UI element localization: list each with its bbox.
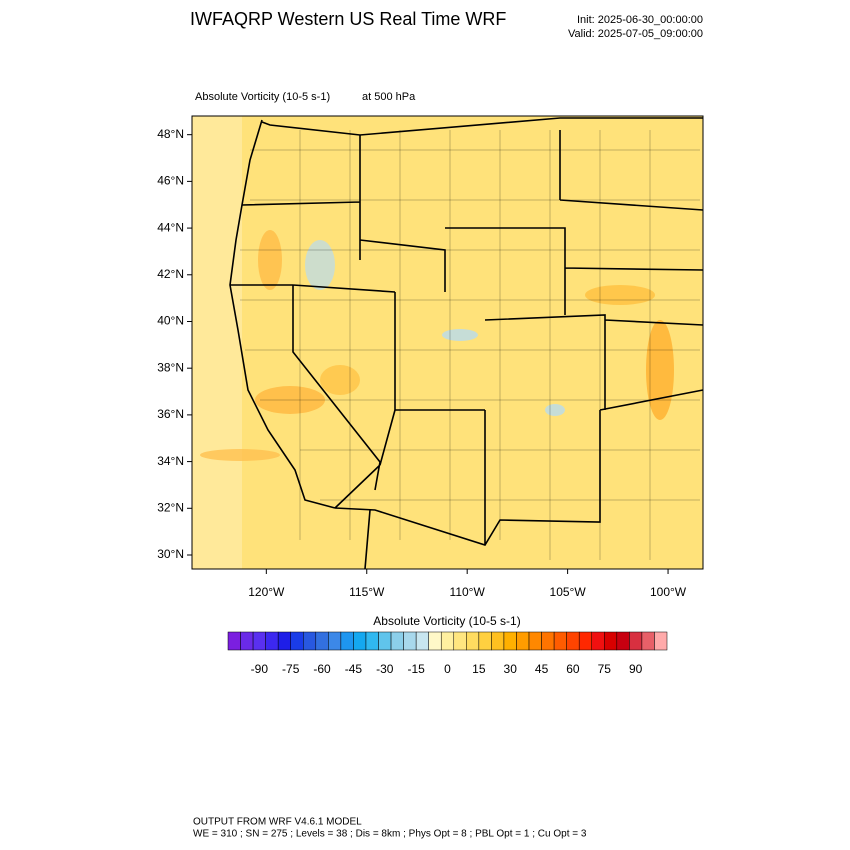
colorbar-label: -15 <box>407 662 425 676</box>
valid-time: Valid: 2025-07-05_09:00:00 <box>568 28 703 40</box>
colorbar-swatch <box>240 631 254 651</box>
colorbar-swatch <box>491 631 505 651</box>
colorbar-swatch <box>328 631 342 651</box>
colorbar-label: 30 <box>504 662 518 676</box>
lat-label: 42°N <box>157 267 184 281</box>
colorbar-swatch <box>566 631 580 651</box>
colorbar-swatch <box>629 631 643 651</box>
colorbar-swatch <box>578 631 592 651</box>
colorbar-swatch <box>604 631 618 651</box>
lat-label: 48°N <box>157 127 184 141</box>
footer-settings: WE = 310 ; SN = 275 ; Levels = 38 ; Dis … <box>193 829 587 840</box>
colorbar-swatch <box>252 631 266 651</box>
colorbar-swatch <box>553 631 567 651</box>
lon-label: 105°W <box>550 585 587 599</box>
colorbar-label: 15 <box>472 662 486 676</box>
colorbar-swatch <box>428 631 442 651</box>
field-feature <box>646 320 674 420</box>
county-lines <box>240 130 700 560</box>
lat-label: 30°N <box>157 547 184 561</box>
colorbar-label: 45 <box>535 662 549 676</box>
lat-label: 44°N <box>157 220 184 234</box>
field-name: Absolute Vorticity (10-5 s-1) <box>195 91 330 103</box>
colorbar-label: -60 <box>313 662 331 676</box>
field-feature <box>320 365 360 395</box>
colorbar-label: 0 <box>444 662 451 676</box>
colorbar-swatch <box>616 631 630 651</box>
ocean-field <box>192 116 242 569</box>
colorbar-swatch <box>340 631 354 651</box>
colorbar-swatch <box>641 631 655 651</box>
colorbar-swatch <box>591 631 605 651</box>
colorbar-swatch <box>503 631 517 651</box>
lat-label: 34°N <box>157 454 184 468</box>
map <box>191 115 704 570</box>
footer-model: OUTPUT FROM WRF V4.6.1 MODEL <box>193 817 362 828</box>
colorbar-label: 60 <box>566 662 580 676</box>
colorbar-swatch <box>478 631 492 651</box>
colorbar-swatch <box>378 631 392 651</box>
colorbar-swatch <box>528 631 542 651</box>
colorbar-swatch <box>365 631 379 651</box>
title: IWFAQRP Western US Real Time WRF <box>190 9 506 29</box>
colorbar-swatch <box>390 631 404 651</box>
colorbar-title: Absolute Vorticity (10-5 s-1) <box>373 614 520 628</box>
map-frame <box>191 115 704 570</box>
colorbar-swatch <box>541 631 555 651</box>
colorbar-label: 75 <box>598 662 612 676</box>
lat-label: 36°N <box>157 407 184 421</box>
colorbar-swatch <box>303 631 317 651</box>
colorbar-swatch <box>277 631 291 651</box>
coastline <box>229 119 336 509</box>
colorbar-swatch <box>415 631 429 651</box>
init-time: Init: 2025-06-30_00:00:00 <box>577 14 703 26</box>
field-feature <box>442 329 478 341</box>
state-borders <box>230 130 704 570</box>
lat-label: 46°N <box>157 174 184 188</box>
lat-label: 40°N <box>157 314 184 328</box>
colorbar-swatch <box>290 631 304 651</box>
colorbar-swatch <box>227 631 241 651</box>
colorbar-swatch <box>516 631 530 651</box>
colorbar-swatch <box>654 631 668 651</box>
lat-label: 32°N <box>157 500 184 514</box>
lon-label: 120°W <box>248 585 285 599</box>
lon-label: 115°W <box>349 585 385 599</box>
colorbar-swatch <box>265 631 279 651</box>
field-feature <box>258 230 282 290</box>
colorbar-swatch <box>453 631 467 651</box>
colorbar-label: -45 <box>345 662 363 676</box>
colorbar-swatch <box>440 631 455 651</box>
field-feature <box>200 449 280 461</box>
field-feature <box>585 285 655 305</box>
lon-label: 100°W <box>650 585 687 599</box>
map-background <box>192 116 703 569</box>
lat-label: 38°N <box>157 360 184 374</box>
colorbar-swatch <box>353 631 367 651</box>
field-feature <box>305 240 335 290</box>
colorbar-swatch <box>403 631 417 651</box>
colorbar-label: -75 <box>282 662 300 676</box>
colorbar-label: -30 <box>376 662 394 676</box>
field-feature <box>545 404 565 416</box>
colorbar-swatch <box>315 631 329 651</box>
colorbar-label: 90 <box>629 662 643 676</box>
lon-label: 110°W <box>450 585 486 599</box>
colorbar-swatch <box>466 631 480 651</box>
colorbar-label: -90 <box>251 662 269 676</box>
level: at 500 hPa <box>362 91 416 103</box>
